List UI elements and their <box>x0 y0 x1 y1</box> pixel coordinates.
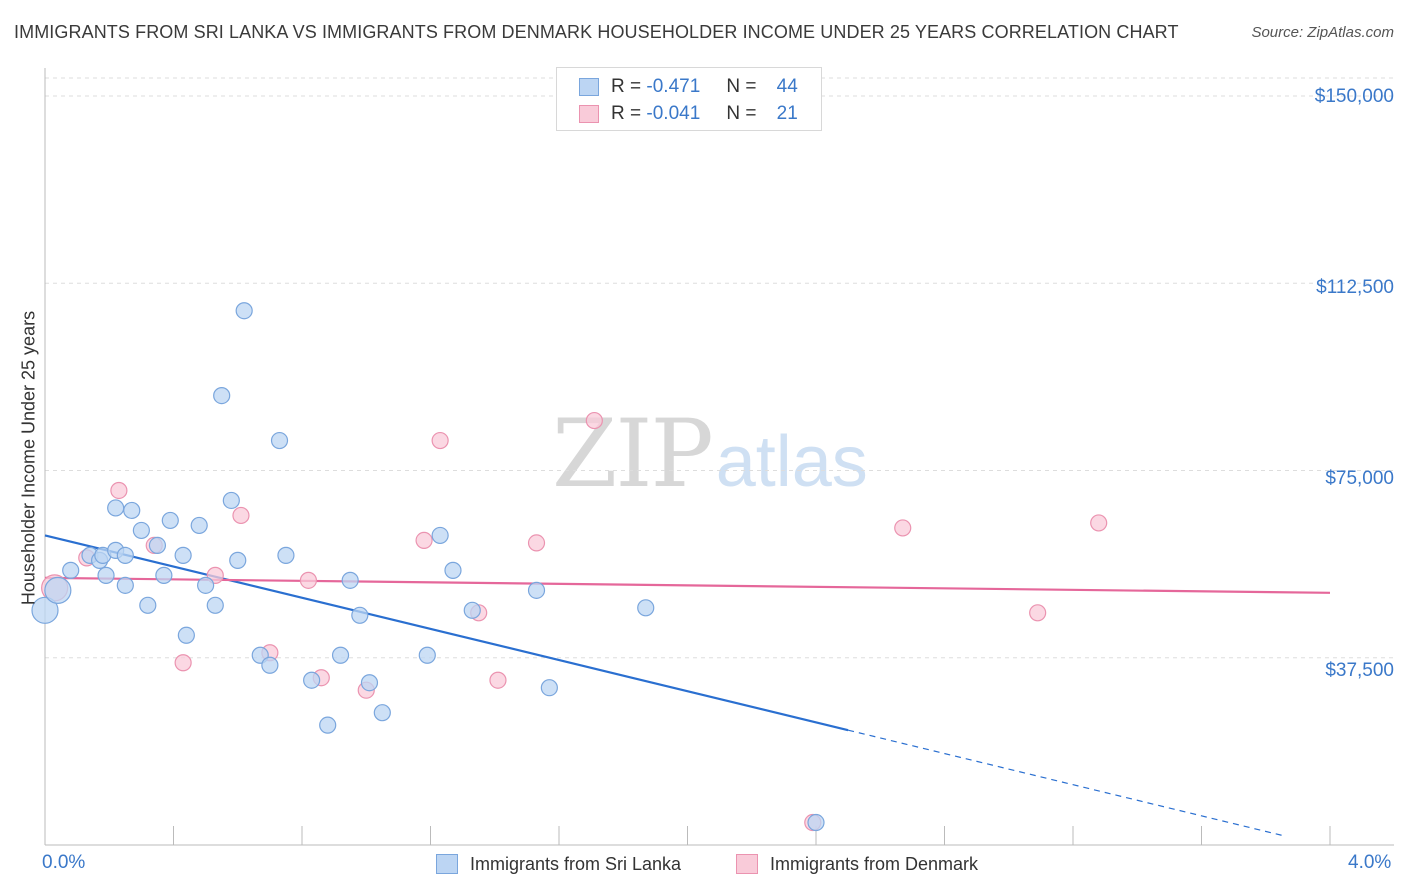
sri-lanka-point <box>341 571 359 589</box>
sri-lanka-point <box>62 561 80 579</box>
chart-title: IMMIGRANTS FROM SRI LANKA VS IMMIGRANTS … <box>14 22 1179 42</box>
x-tick-label: 0.0% <box>42 852 86 873</box>
n-label: N = <box>726 76 757 97</box>
correlation-legend: R = -0.471 N = 44 R = -0.041 N = 21 <box>556 67 822 131</box>
sri-lanka-point <box>107 499 125 517</box>
bottom-legend-sri-lanka: Immigrants from Sri Lanka <box>436 852 681 876</box>
n-value: 21 <box>776 103 798 124</box>
sri-lanka-point <box>174 546 192 564</box>
y-tick-label: $150,000 <box>1314 86 1394 107</box>
denmark-point <box>585 411 603 430</box>
denmark-point <box>174 654 192 672</box>
sri-lanka-point <box>31 596 59 624</box>
bottom-legend-denmark: Immigrants from Denmark <box>736 852 978 876</box>
sri-lanka-point <box>431 526 449 545</box>
sri-lanka-point <box>331 646 350 664</box>
r-label: R = <box>611 103 642 124</box>
sri-lanka-point <box>235 302 253 320</box>
n-label: N = <box>726 103 757 124</box>
sri-lanka-point <box>213 387 231 405</box>
sri-lanka-point <box>261 656 279 674</box>
r-value: -0.471 <box>646 76 701 97</box>
denmark-point <box>1029 604 1047 622</box>
source-label: Source: ZipAtlas.com <box>1251 24 1394 41</box>
sri-lanka-point <box>418 646 436 664</box>
sri-lanka-point <box>807 813 825 832</box>
denmark-point <box>110 481 128 500</box>
sri-lanka-point <box>270 431 289 450</box>
sri-lanka-point <box>206 596 224 614</box>
sri-lanka-point <box>373 704 391 722</box>
sri-lanka-legend-swatch <box>436 854 458 874</box>
denmark-point <box>415 531 433 550</box>
sri-lanka-point <box>540 679 558 697</box>
sri-lanka-point <box>190 516 208 535</box>
y-axis-label: Householder Income Under 25 years <box>18 310 39 606</box>
denmark-point <box>489 671 507 689</box>
r-label: R = <box>611 76 642 97</box>
sri-lanka-point <box>197 576 215 594</box>
trend-lines <box>44 534 1331 836</box>
watermark-atlas: atlas <box>715 422 868 502</box>
sri-lanka-point <box>222 491 240 510</box>
axes <box>44 68 1394 846</box>
y-tick-label: $112,500 <box>1316 277 1394 298</box>
series-name: Immigrants from Denmark <box>770 853 979 874</box>
denmark-point <box>232 506 250 525</box>
r-value: -0.041 <box>646 103 701 124</box>
sri-lanka-point <box>155 566 173 584</box>
sri-lanka-point <box>123 501 141 520</box>
sri-lanka-point <box>148 536 167 555</box>
sri-lanka-point <box>303 671 321 689</box>
sri-lanka-point <box>161 511 179 530</box>
sri-lanka-point <box>132 521 150 540</box>
sri-lanka-trend-line <box>44 534 849 732</box>
denmark-point <box>431 431 449 450</box>
sri-lanka-point <box>444 561 462 579</box>
sri-lanka-trend-extension <box>847 729 1282 836</box>
denmark-point <box>1090 514 1108 532</box>
series-name: Immigrants from Sri Lanka <box>470 853 682 874</box>
legend-row-sri-lanka: R = -0.471 N = 44 <box>579 74 798 100</box>
denmark-trend-line <box>44 576 1331 594</box>
y-tick-label: $75,000 <box>1325 468 1394 489</box>
sri-lanka-point <box>351 606 369 624</box>
sri-lanka-point <box>177 626 195 644</box>
denmark-swatch <box>579 105 599 123</box>
data-points <box>31 302 1108 832</box>
y-tick-label: $37,500 <box>1325 660 1394 681</box>
watermark: ZIPatlas <box>552 400 868 509</box>
sri-lanka-point <box>527 581 546 599</box>
sri-lanka-swatch <box>579 78 599 96</box>
denmark-point <box>527 534 546 552</box>
n-value: 44 <box>776 76 798 97</box>
sri-lanka-point <box>360 674 379 692</box>
sri-lanka-point <box>116 546 134 564</box>
sri-lanka-point <box>116 576 134 594</box>
watermark-zip: ZIP <box>552 400 714 509</box>
denmark-point <box>299 571 318 589</box>
legend-row-denmark: R = -0.041 N = 21 <box>579 101 798 127</box>
sri-lanka-point <box>637 599 655 617</box>
sri-lanka-point <box>463 601 481 619</box>
sri-lanka-point <box>319 716 337 734</box>
sri-lanka-point <box>44 576 72 604</box>
denmark-legend-swatch <box>736 854 758 874</box>
sri-lanka-point <box>97 566 115 584</box>
sri-lanka-point <box>277 546 295 564</box>
sri-lanka-point <box>139 596 157 614</box>
grid-lines <box>45 77 1394 659</box>
x-tick-label: 4.0% <box>1348 852 1392 873</box>
sri-lanka-point <box>229 551 247 569</box>
denmark-point <box>894 519 912 537</box>
